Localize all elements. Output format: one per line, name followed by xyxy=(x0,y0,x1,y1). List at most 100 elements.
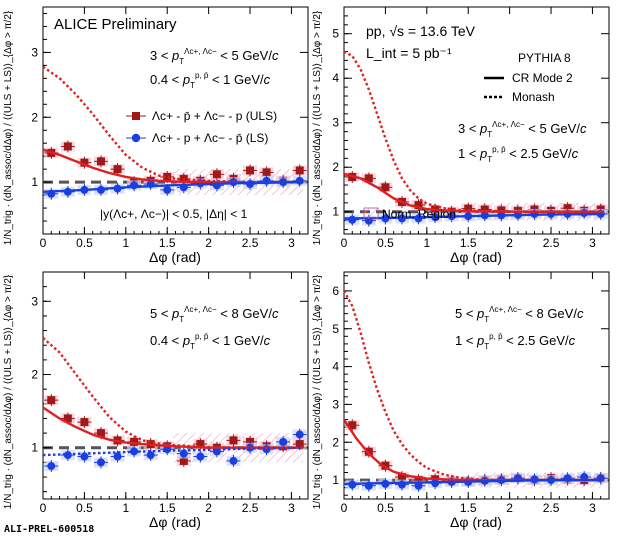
x-tick-label: 2 xyxy=(506,236,513,250)
y-tick-label: 3 xyxy=(31,294,38,308)
y-axis-label-top-right: 1/N_trig · (dN_assoc/dΔφ) / ⟨(ULS + LS)⟩… xyxy=(312,10,323,245)
legend-monash-label: Monash xyxy=(512,90,555,104)
data-point xyxy=(364,174,373,183)
x-tick-label: 1.5 xyxy=(159,236,176,250)
alice-preliminary: ALICE Preliminary xyxy=(54,16,177,33)
legend-norm-label: Norm. Region xyxy=(382,207,456,221)
x-tick-label: 0 xyxy=(40,236,47,250)
panel-bottom-left: 0 0.5 1 1.5 2 2.5 3 1 2 3 5 < pTΛc+, Λc− < 8 GeV/… xyxy=(31,271,309,515)
y-tick-label: 5 xyxy=(332,27,339,41)
legend-cr-mode2: CR Mode 2 xyxy=(484,71,573,85)
data-point xyxy=(348,421,357,430)
data-point xyxy=(414,201,423,210)
collision-system: pp, √s = 13.6 TeV xyxy=(366,23,476,39)
x-tick-label: 1.5 xyxy=(159,501,176,515)
model-curve xyxy=(42,148,304,185)
x-tick-label: 1 xyxy=(423,501,430,515)
data-point xyxy=(295,430,304,439)
data-point xyxy=(364,447,373,456)
data-point xyxy=(196,440,205,449)
y-tick-label: 5 xyxy=(332,322,339,336)
x-tick-label: 0.5 xyxy=(76,501,93,515)
x-tick-label: 0.5 xyxy=(377,501,394,515)
plot-area: 0 0.5 1 1.5 2 2.5 3 1 2 3 4 5 xyxy=(332,7,609,250)
kinematics-lambda: 3 < pTΛc+, Λc− < 5 GeV/c xyxy=(458,120,587,139)
x-tick-label: 2.5 xyxy=(543,236,560,250)
x-axis-label-top-right: Δφ (rad) xyxy=(450,249,502,265)
data-point xyxy=(80,418,89,427)
data-point xyxy=(96,429,105,438)
model-curve xyxy=(343,212,605,220)
data-point xyxy=(397,473,406,482)
y-tick-label: 1 xyxy=(31,441,38,455)
data-point xyxy=(96,458,105,467)
x-tick-label: 2.5 xyxy=(543,501,560,515)
data-point xyxy=(196,452,205,461)
x-tick-label: 1 xyxy=(122,236,129,250)
legend-cr-label: CR Mode 2 xyxy=(512,71,573,85)
x-tick-label: 2 xyxy=(205,501,212,515)
model-curve xyxy=(42,336,303,449)
data-point xyxy=(113,452,122,461)
y-axis-label-top-left: 1/N_trig · (dN_assoc/dΔφ) / ⟨(ULS + LS)⟩… xyxy=(3,10,14,245)
legend-uls: Λc+ - p̄ + Λc− - p (ULS) xyxy=(126,109,277,123)
y-axis-label-bottom-left: 1/N_trig · (dN_assoc/dΔφ) / ⟨(ULS + LS)⟩… xyxy=(3,274,14,509)
data-point xyxy=(464,204,473,213)
y-tick-label: 2 xyxy=(31,110,38,124)
x-tick-label: 2 xyxy=(205,236,212,250)
x-tick-label: 1.5 xyxy=(460,501,477,515)
pythia-label: PYTHIA 8 xyxy=(518,51,571,65)
x-tick-label: 3 xyxy=(288,236,295,250)
data-point xyxy=(212,170,221,179)
kinematics-proton: 1 < pTp, p̄ < 2.5 GeV/c xyxy=(455,332,576,351)
y-tick-label: 4 xyxy=(332,71,339,85)
kinematics-lambda: 5 < pTΛc+, Λc− < 8 GeV/c xyxy=(455,305,584,324)
legend-ls: Λc+ - p + Λc− - p̄ (LS) xyxy=(126,131,268,145)
x-tick-label: 2.5 xyxy=(242,236,259,250)
x-tick-label: 0 xyxy=(341,236,348,250)
x-tick-label: 1 xyxy=(122,501,129,515)
plot-area: 0 0.5 1 1.5 2 2.5 3 1 2 3 4 5 6 xyxy=(332,272,609,515)
y-tick-label: 3 xyxy=(332,397,339,411)
y-tick-label: 4 xyxy=(332,360,339,374)
luminosity: L_int = 5 pb⁻¹ xyxy=(366,45,452,61)
data-point xyxy=(381,461,390,470)
data-point xyxy=(163,172,172,181)
model-curve xyxy=(42,65,303,184)
panel-top-right: 0 0.5 1 1.5 2 2.5 3 1 2 3 4 5 pp, √s = 13.6 TeV L_i… xyxy=(332,6,610,250)
y-axis-label-bottom-right: 1/N_trig · (dN_assoc/dΔφ) / ⟨(ULS + LS)⟩… xyxy=(312,274,323,509)
model-curve xyxy=(342,290,604,482)
model-curve xyxy=(42,180,304,193)
data-point xyxy=(229,436,238,445)
x-tick-label: 3 xyxy=(288,501,295,515)
x-tick-label: 2 xyxy=(506,501,513,515)
y-tick-label: 1 xyxy=(332,205,339,219)
x-tick-label: 2.5 xyxy=(242,501,259,515)
data-point xyxy=(47,396,56,405)
kinematics-proton: 0.4 < pTp, p̄ < 1 GeV/c xyxy=(150,332,271,351)
legend-uls-label: Λc+ - p̄ + Λc− - p (ULS) xyxy=(152,109,277,123)
y-tick-label: 6 xyxy=(332,284,339,298)
x-tick-label: 0 xyxy=(40,501,47,515)
legend-norm-region: Norm. Region xyxy=(363,207,456,221)
data-point xyxy=(179,449,188,458)
data-point xyxy=(295,166,304,175)
x-tick-label: 0 xyxy=(341,501,348,515)
y-tick-label: 2 xyxy=(31,368,38,382)
data-point xyxy=(279,437,288,446)
x-axis-label-bottom-left: Δφ (rad) xyxy=(149,514,201,530)
data-point xyxy=(63,142,72,151)
model-curve xyxy=(343,478,604,486)
model-curve xyxy=(42,446,304,457)
model-curve xyxy=(342,418,604,482)
data-point xyxy=(295,176,304,185)
data-point xyxy=(96,157,105,166)
legend-monash: Monash xyxy=(484,90,555,104)
data-point xyxy=(80,158,89,167)
x-tick-label: 3 xyxy=(589,236,596,250)
data-point xyxy=(130,437,139,446)
y-tick-label: 1 xyxy=(332,473,339,487)
footer-id: ALI-PREL-600518 xyxy=(4,524,94,535)
plot-area: 0 0.5 1 1.5 2 2.5 3 1 2 3 xyxy=(31,272,308,515)
